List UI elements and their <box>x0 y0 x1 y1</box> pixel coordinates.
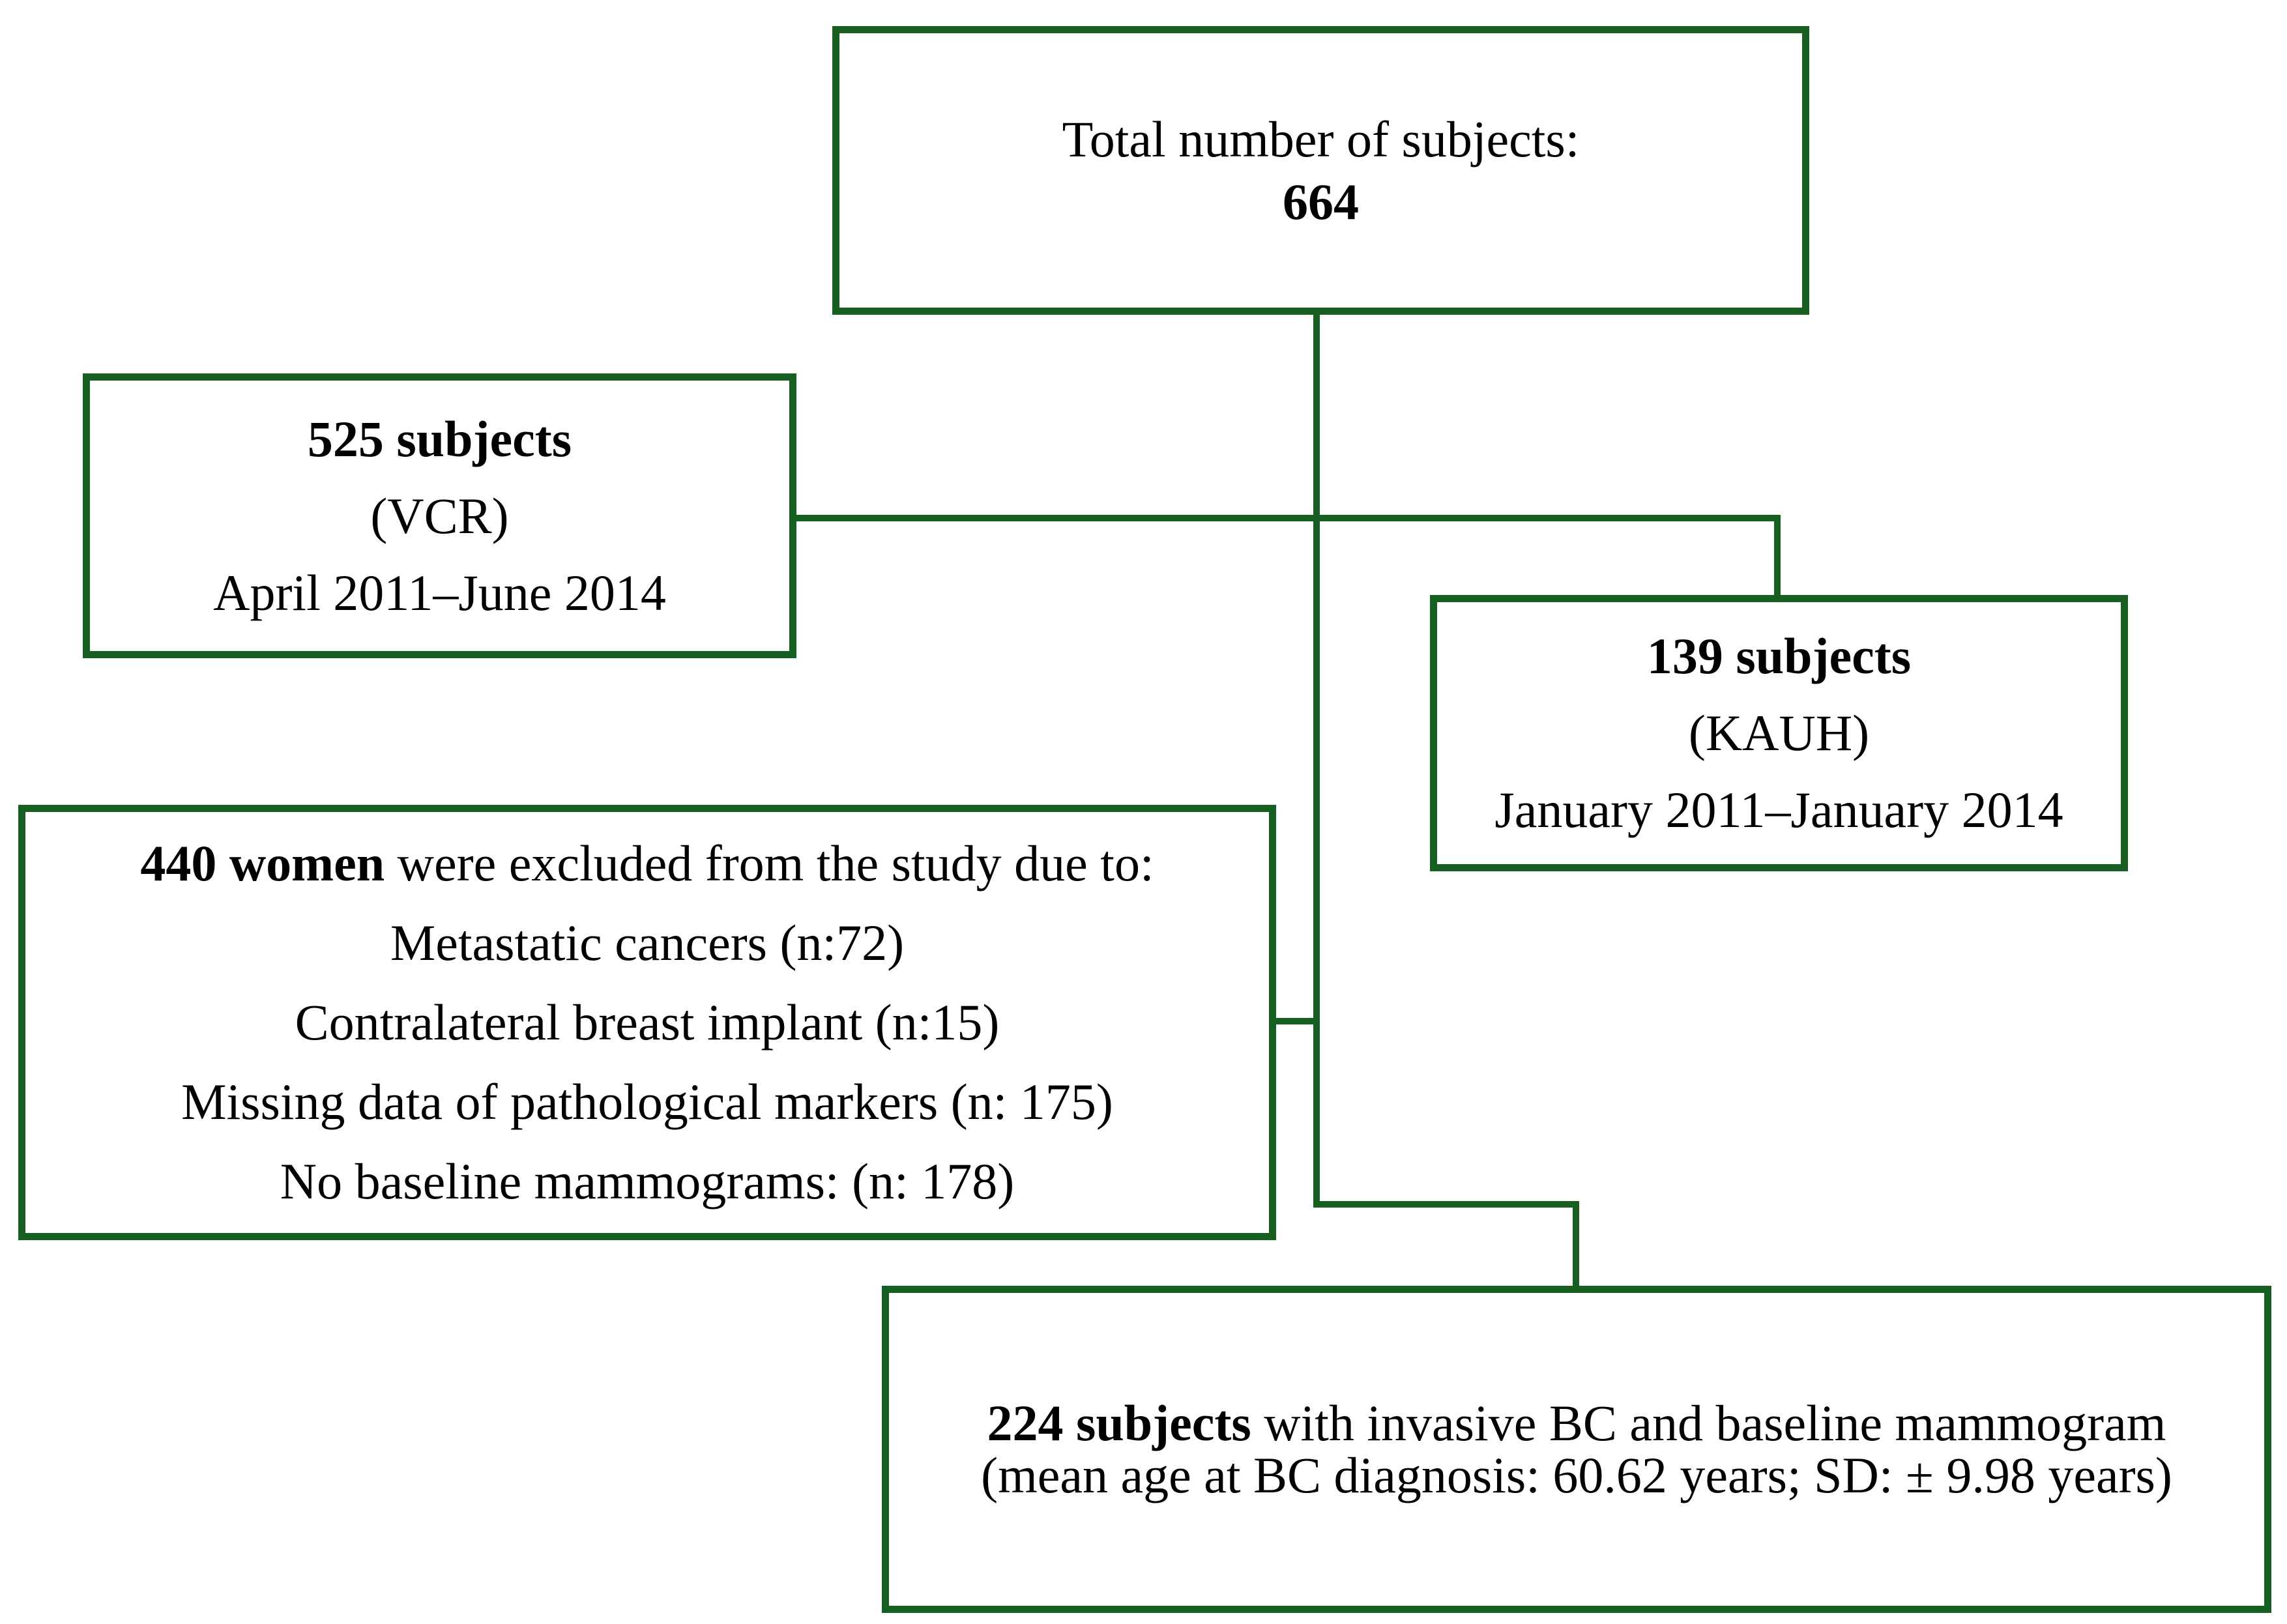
kauh-count: 139 subjects <box>1646 628 1912 684</box>
final-cohort-line1-rest: with invasive BC and baseline mammogram <box>1251 1395 2166 1451</box>
connector-elbow-horizontal <box>1313 1201 1579 1208</box>
vcr-count: 525 subjects <box>307 410 572 467</box>
kauh-source: (KAUH) <box>1688 704 1870 761</box>
final-cohort-line1: 224 subjects with invasive BC and baseli… <box>987 1397 2166 1449</box>
connector-vcr-horizontal <box>794 515 1781 521</box>
final-cohort-count: 224 subjects <box>987 1395 1251 1451</box>
kauh-period: January 2011–January 2014 <box>1494 781 2063 838</box>
vcr-period: April 2011–June 2014 <box>213 564 666 621</box>
exclusion-box: 440 women were excluded from the study d… <box>18 805 1276 1240</box>
vcr-subjects-box: 525 subjects (VCR) April 2011–June 2014 <box>83 373 796 658</box>
exclusion-reason: No baseline mammograms: (n: 178) <box>280 1153 1015 1210</box>
vcr-source: (VCR) <box>370 487 509 544</box>
final-cohort-line2: (mean age at BC diagnosis: 60.62 years; … <box>981 1447 2172 1503</box>
connector-elbow-down <box>1573 1201 1579 1289</box>
exclusion-title: 440 women were excluded from the study d… <box>140 824 1154 903</box>
total-subjects-box: Total number of subjects: 664 <box>832 26 1809 315</box>
connector-total-vertical <box>1313 312 1320 1208</box>
exclusion-count: 440 women <box>140 835 385 892</box>
total-subjects-label: Total number of subjects: <box>1062 110 1580 167</box>
exclusion-reason: Metastatic cancers (n:72) <box>390 914 905 971</box>
connector-exclusion-horizontal <box>1275 1018 1317 1024</box>
exclusion-title-rest: were excluded from the study due to: <box>385 835 1154 892</box>
exclusion-reason: Contralateral breast implant (n:15) <box>295 994 1000 1051</box>
total-subjects-count: 664 <box>1283 173 1359 230</box>
exclusion-reason: Missing data of pathological markers (n:… <box>181 1073 1113 1130</box>
final-cohort-box: 224 subjects with invasive BC and baseli… <box>882 1286 2271 1613</box>
kauh-subjects-box: 139 subjects (KAUH) January 2011–January… <box>1430 595 2128 871</box>
connector-kauh-down <box>1774 515 1781 598</box>
